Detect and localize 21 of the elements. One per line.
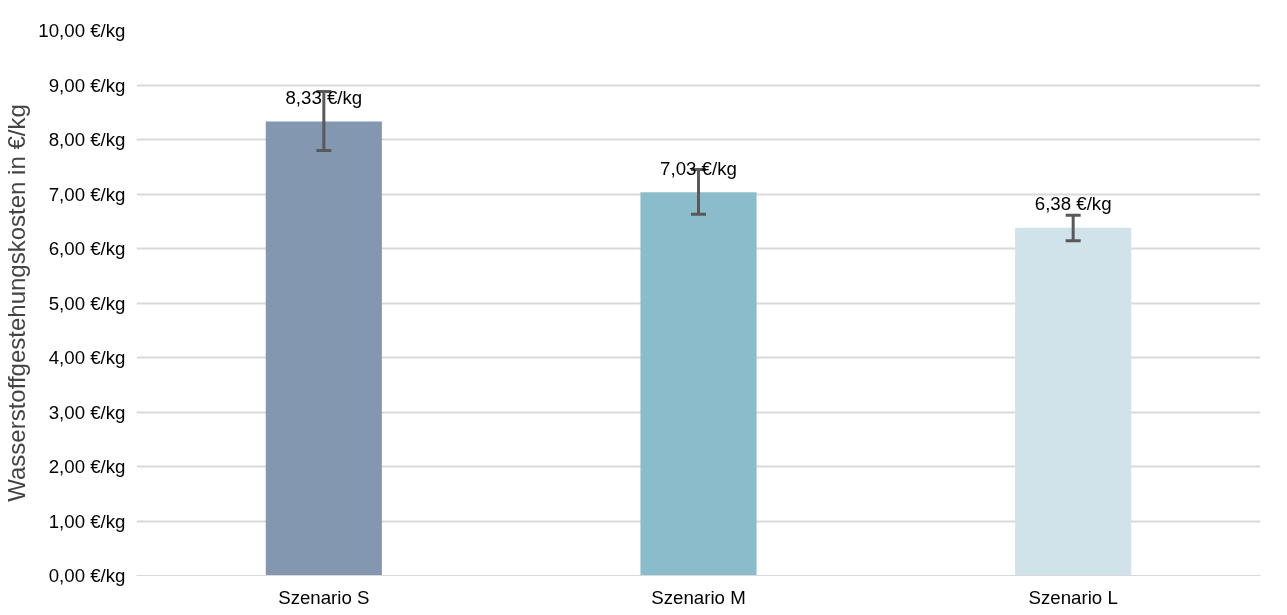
x-tick-label: Szenario M <box>651 586 746 608</box>
bar <box>1015 227 1132 576</box>
y-tick-label: 9,00 €/kg <box>48 74 126 96</box>
y-tick-label: 0,00 €/kg <box>48 565 126 586</box>
x-tick-label: Szenario L <box>1028 586 1118 608</box>
y-tick-label: 5,00 €/kg <box>48 292 126 314</box>
y-tick-label: 4,00 €/kg <box>48 347 126 368</box>
bar <box>640 192 757 576</box>
bar <box>265 121 382 576</box>
y-tick-label: 3,00 €/kg <box>48 401 126 423</box>
x-tick-label: Szenario S <box>278 586 370 608</box>
y-axis-title: Wasserstoffgestehungskosten in €/kg <box>3 104 31 502</box>
y-tick-label: 10,00 €/kg <box>38 20 126 41</box>
y-tick-label: 2,00 €/kg <box>48 456 126 477</box>
y-tick-label: 1,00 €/kg <box>48 510 126 532</box>
data-label: 8,33 €/kg <box>285 86 363 108</box>
y-tick-label: 7,00 €/kg <box>48 183 126 205</box>
data-label: 7,03 €/kg <box>660 157 737 179</box>
y-tick-label: 8,00 €/kg <box>48 129 126 150</box>
data-label: 6,38 €/kg <box>1034 193 1112 215</box>
y-tick-label: 6,00 €/kg <box>48 238 126 259</box>
